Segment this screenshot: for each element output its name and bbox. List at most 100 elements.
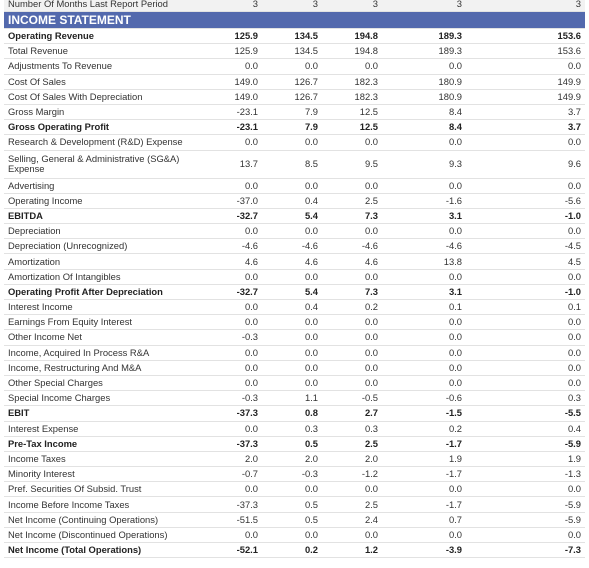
cell-value: 13.7 <box>206 150 262 179</box>
income-table: Number Of Months Last Report Period 3 3 3 3 3… <box>4 0 585 559</box>
cell-value: 0.7 <box>382 512 466 528</box>
row-label: Interest Income <box>4 299 206 316</box>
row-label: EBITDA <box>4 208 206 225</box>
cell-value: 149.9 <box>466 74 585 90</box>
row-label: Advertising <box>4 178 206 194</box>
table-row: Interest Expense 0.0 0.3 0.3 0.2 0.4 <box>4 421 585 437</box>
row-label: Depreciation (Unrecognized) <box>4 238 206 255</box>
cell-value: 0.0 <box>262 58 322 75</box>
cell-value: 0.0 <box>382 178 466 194</box>
cell-value: 0.0 <box>262 223 322 240</box>
cell-value: 149.0 <box>206 74 262 90</box>
cell-value: 0.0 <box>466 178 585 194</box>
cell-value: 0.0 <box>382 375 466 392</box>
row-label: Special Income Charges <box>4 390 206 407</box>
cell-value: 0.0 <box>322 375 382 392</box>
table-row: Total Revenue 125.9 134.5 194.8 189.3 153.6 <box>4 43 585 60</box>
row-label: Net Income (Total Operations) <box>4 542 206 559</box>
cell-value: 8.4 <box>382 119 466 136</box>
cell-value: 0.0 <box>466 360 585 376</box>
row-label: Operating Income <box>4 193 206 209</box>
cell-value: 0.5 <box>262 512 322 528</box>
cell-value: 7.9 <box>262 104 322 121</box>
table-row: Cost Of Sales 149.0 126.7 182.3 180.9 149.9 <box>4 74 585 90</box>
cell-value: 0.0 <box>206 345 262 361</box>
table-row: Amortization 4.6 4.6 4.6 13.8 4.5 <box>4 253 585 270</box>
cell-value: 0.0 <box>322 178 382 194</box>
cell-value: -0.3 <box>206 329 262 346</box>
cell-value: 3.7 <box>466 104 585 121</box>
row-label: Adjustments To Revenue <box>4 58 206 75</box>
cell-value: 0.0 <box>382 223 466 240</box>
cell-value: 0.0 <box>322 329 382 346</box>
cell-value: 0.0 <box>382 134 466 151</box>
cell-value: 0.0 <box>322 527 382 544</box>
cell-value: 2.7 <box>322 405 382 422</box>
cell-value: 0.0 <box>206 299 262 316</box>
cell-value: 2.4 <box>322 512 382 528</box>
cell-value: 0.3 <box>466 390 585 407</box>
cell-value: 1.2 <box>322 542 382 559</box>
cell-value: 134.5 <box>262 43 322 60</box>
cell-value: -1.5 <box>382 405 466 422</box>
cell-value: 2.0 <box>206 451 262 468</box>
table-row: Special Income Charges -0.3 1.1 -0.5 -0.6 0.3 <box>4 390 585 407</box>
cell-value: 0.0 <box>382 360 466 376</box>
cell-value: 0.2 <box>262 542 322 559</box>
cell-value: 182.3 <box>322 74 382 90</box>
cell-value: 0.4 <box>466 421 585 437</box>
cell-value: 9.6 <box>466 150 585 179</box>
cell-value: 0.0 <box>466 269 585 285</box>
cell-value: -52.1 <box>206 542 262 559</box>
cell-value: -5.9 <box>466 512 585 528</box>
table-row: Operating Revenue 125.9 134.5 194.8 189.3 153… <box>4 28 585 45</box>
cell-value: 3 <box>206 0 262 12</box>
cell-value: -1.7 <box>382 496 466 513</box>
table-row: Earnings From Equity Interest 0.0 0.0 0.0 0.… <box>4 314 585 331</box>
cell-value: 0.0 <box>262 314 322 331</box>
row-label: Total Revenue <box>4 43 206 60</box>
cell-value: 0.0 <box>206 134 262 151</box>
cell-value: 0.0 <box>382 58 466 75</box>
cell-value: 8.5 <box>262 150 322 179</box>
row-label: Income, Restructuring And M&A <box>4 360 206 376</box>
cell-value: -37.3 <box>206 405 262 422</box>
cell-value: -23.1 <box>206 104 262 121</box>
table-row: Pref. Securities Of Subsid. Trust 0.0 0.0 0… <box>4 481 585 498</box>
cell-value: -4.6 <box>206 238 262 255</box>
cell-value: -1.0 <box>466 284 585 301</box>
table-row: Operating Profit After Depreciation -32.7… <box>4 284 585 301</box>
cell-value: 7.3 <box>322 208 382 225</box>
cell-value: 0.0 <box>322 134 382 151</box>
cell-value: -0.3 <box>206 390 262 407</box>
cell-value: -37.3 <box>206 436 262 452</box>
row-label: Other Special Charges <box>4 375 206 392</box>
row-label: Gross Margin <box>4 104 206 121</box>
cell-value: 180.9 <box>382 74 466 90</box>
cell-value: 0.0 <box>382 527 466 544</box>
cell-value: -37.3 <box>206 496 262 513</box>
row-label: Cost Of Sales With Depreciation <box>4 89 206 105</box>
row-label: Pref. Securities Of Subsid. Trust <box>4 481 206 498</box>
cell-value: -0.7 <box>206 466 262 483</box>
cell-value: 0.0 <box>466 314 585 331</box>
cell-value: 0.0 <box>206 223 262 240</box>
cell-value: 0.0 <box>262 269 322 285</box>
cell-value: 0.0 <box>382 345 466 361</box>
row-label: Operating Revenue <box>4 28 206 45</box>
table-row: Gross Operating Profit -23.1 7.9 12.5 8.4 3.7 <box>4 119 585 136</box>
row-label: Cost Of Sales <box>4 74 206 90</box>
row-label: Amortization Of Intangibles <box>4 269 206 285</box>
cell-value: 0.0 <box>382 269 466 285</box>
table-row: Gross Margin -23.1 7.9 12.5 8.4 3.7 <box>4 104 585 121</box>
table-row: Depreciation 0.0 0.0 0.0 0.0 0.0 <box>4 223 585 240</box>
cell-value: 5.4 <box>262 208 322 225</box>
cell-value: -0.5 <box>322 390 382 407</box>
row-label: Net Income (Discontinued Operations) <box>4 527 206 544</box>
table-row: Pre-Tax Income -37.3 0.5 2.5 -1.7 -5.9 <box>4 436 585 452</box>
cell-value: 0.0 <box>206 527 262 544</box>
cell-value: 0.0 <box>382 481 466 498</box>
cell-value: -1.7 <box>382 436 466 452</box>
cell-value: 0.0 <box>262 345 322 361</box>
cell-value: -7.3 <box>466 542 585 559</box>
